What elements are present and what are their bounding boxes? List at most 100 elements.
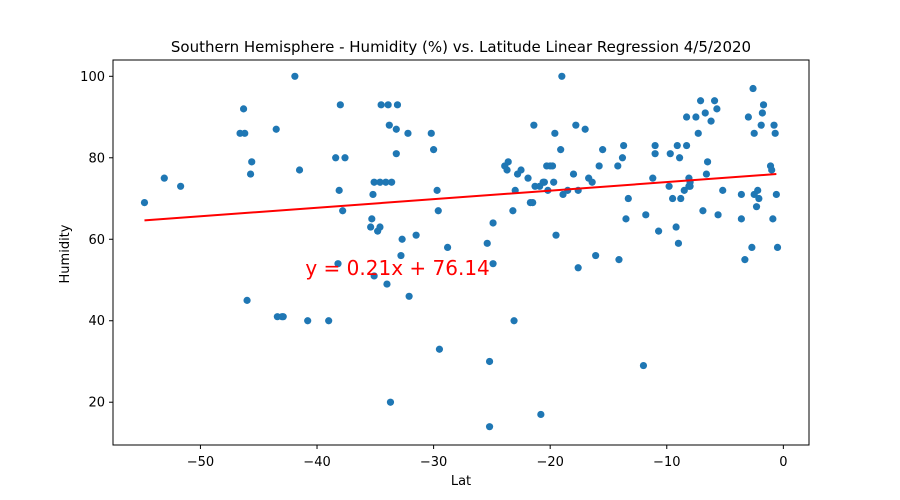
data-point	[615, 256, 623, 264]
x-tick-label: 0	[779, 455, 787, 470]
data-point	[548, 162, 557, 170]
data-point	[398, 235, 406, 243]
data-point	[674, 239, 683, 247]
data-point	[377, 101, 385, 109]
data-point	[682, 113, 691, 121]
data-point	[719, 186, 727, 194]
data-point	[503, 166, 511, 174]
data-point	[241, 129, 249, 137]
data-point	[651, 150, 659, 158]
data-point	[737, 190, 745, 199]
data-point	[759, 101, 768, 109]
data-point	[713, 105, 721, 113]
data-point	[530, 121, 538, 129]
data-point	[707, 117, 715, 125]
data-point	[509, 207, 517, 215]
data-point	[714, 211, 722, 219]
y-tick-label: 40	[88, 314, 105, 329]
data-point	[692, 113, 700, 121]
data-point	[581, 125, 589, 133]
x-tick-label: −30	[420, 455, 447, 470]
data-point	[624, 194, 632, 203]
data-point	[427, 129, 435, 137]
chart-title: Southern Hemisphere - Humidity (%) vs. L…	[171, 38, 751, 56]
data-point	[332, 154, 340, 162]
data-point	[642, 211, 650, 219]
plot-area	[140, 72, 782, 431]
data-point	[755, 194, 763, 203]
data-point	[243, 296, 251, 304]
data-point	[433, 186, 441, 194]
data-point	[754, 186, 762, 194]
data-point	[393, 101, 402, 109]
data-point	[483, 239, 491, 247]
data-point	[510, 317, 518, 325]
data-point	[614, 162, 622, 170]
data-point	[770, 121, 778, 129]
y-tick-label: 60	[88, 233, 105, 248]
data-point	[768, 166, 776, 174]
data-point	[672, 223, 680, 231]
data-point	[748, 243, 756, 252]
data-point	[367, 223, 375, 231]
data-point	[651, 141, 659, 150]
data-point	[699, 207, 707, 215]
data-point	[673, 141, 681, 150]
data-point	[485, 357, 494, 366]
data-point	[504, 158, 512, 166]
y-tick-label: 20	[88, 396, 105, 411]
data-point	[489, 219, 497, 227]
data-point	[392, 125, 400, 133]
data-point	[524, 174, 532, 182]
data-point	[701, 109, 709, 117]
y-axis: 20 40 60 80 100	[80, 70, 113, 411]
data-point	[595, 162, 603, 170]
plot-frame	[112, 59, 810, 446]
data-point	[744, 113, 752, 121]
data-point	[574, 264, 582, 272]
data-point	[677, 194, 685, 203]
data-point	[773, 243, 782, 252]
data-point	[239, 105, 248, 113]
data-point	[622, 215, 630, 223]
data-point	[517, 166, 525, 174]
data-point	[599, 146, 607, 154]
data-point	[341, 154, 349, 162]
data-point	[749, 84, 757, 93]
data-point	[385, 121, 393, 129]
data-point	[246, 170, 255, 178]
data-point	[443, 243, 452, 252]
data-point	[369, 190, 377, 199]
data-point	[703, 158, 712, 166]
data-point	[694, 129, 702, 137]
y-axis-label: Humidity	[58, 224, 73, 283]
data-point	[279, 313, 287, 321]
data-point	[295, 166, 304, 174]
data-point	[177, 182, 185, 190]
data-point	[682, 141, 691, 150]
data-point	[430, 146, 438, 154]
data-point	[588, 178, 596, 186]
data-point	[752, 203, 761, 211]
data-point	[572, 121, 580, 129]
data-point	[537, 410, 545, 419]
data-point	[376, 178, 384, 186]
data-point	[540, 178, 548, 186]
data-point	[618, 154, 627, 162]
y-tick-label: 100	[80, 70, 105, 85]
data-point	[370, 272, 378, 280]
regression-line	[144, 173, 777, 222]
data-point	[710, 97, 719, 105]
data-point	[551, 129, 559, 137]
x-tick-label: −20	[536, 455, 563, 470]
data-point	[368, 215, 376, 223]
data-point	[592, 251, 600, 260]
data-point	[412, 231, 420, 239]
data-point	[388, 178, 396, 186]
data-point	[741, 256, 749, 264]
data-point	[489, 260, 497, 268]
data-point	[405, 292, 413, 300]
data-point	[383, 280, 391, 288]
x-tick-label: −40	[303, 455, 330, 470]
data-point	[272, 125, 280, 133]
